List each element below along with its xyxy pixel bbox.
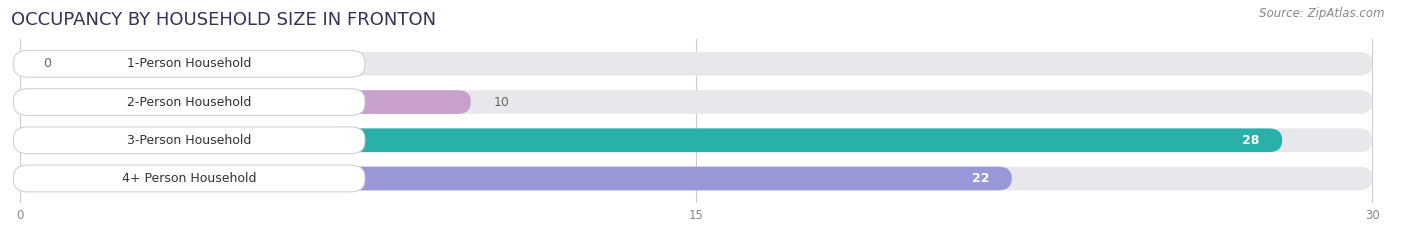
FancyBboxPatch shape: [14, 165, 366, 192]
FancyBboxPatch shape: [14, 89, 366, 115]
FancyBboxPatch shape: [20, 167, 1372, 190]
FancyBboxPatch shape: [20, 52, 42, 76]
Text: OCCUPANCY BY HOUSEHOLD SIZE IN FRONTON: OCCUPANCY BY HOUSEHOLD SIZE IN FRONTON: [11, 11, 436, 29]
Text: 22: 22: [972, 172, 990, 185]
FancyBboxPatch shape: [14, 51, 366, 77]
FancyBboxPatch shape: [14, 127, 366, 154]
FancyBboxPatch shape: [20, 128, 1372, 152]
FancyBboxPatch shape: [20, 90, 1372, 114]
FancyBboxPatch shape: [20, 90, 471, 114]
Text: 1-Person Household: 1-Person Household: [127, 57, 252, 70]
Text: 4+ Person Household: 4+ Person Household: [122, 172, 256, 185]
FancyBboxPatch shape: [20, 167, 1012, 190]
Text: 3-Person Household: 3-Person Household: [127, 134, 252, 147]
FancyBboxPatch shape: [20, 52, 1372, 76]
Text: 10: 10: [494, 96, 509, 109]
Text: 0: 0: [42, 57, 51, 70]
FancyBboxPatch shape: [20, 128, 1282, 152]
Text: 2-Person Household: 2-Person Household: [127, 96, 252, 109]
Text: Source: ZipAtlas.com: Source: ZipAtlas.com: [1260, 7, 1385, 20]
Text: 28: 28: [1243, 134, 1260, 147]
